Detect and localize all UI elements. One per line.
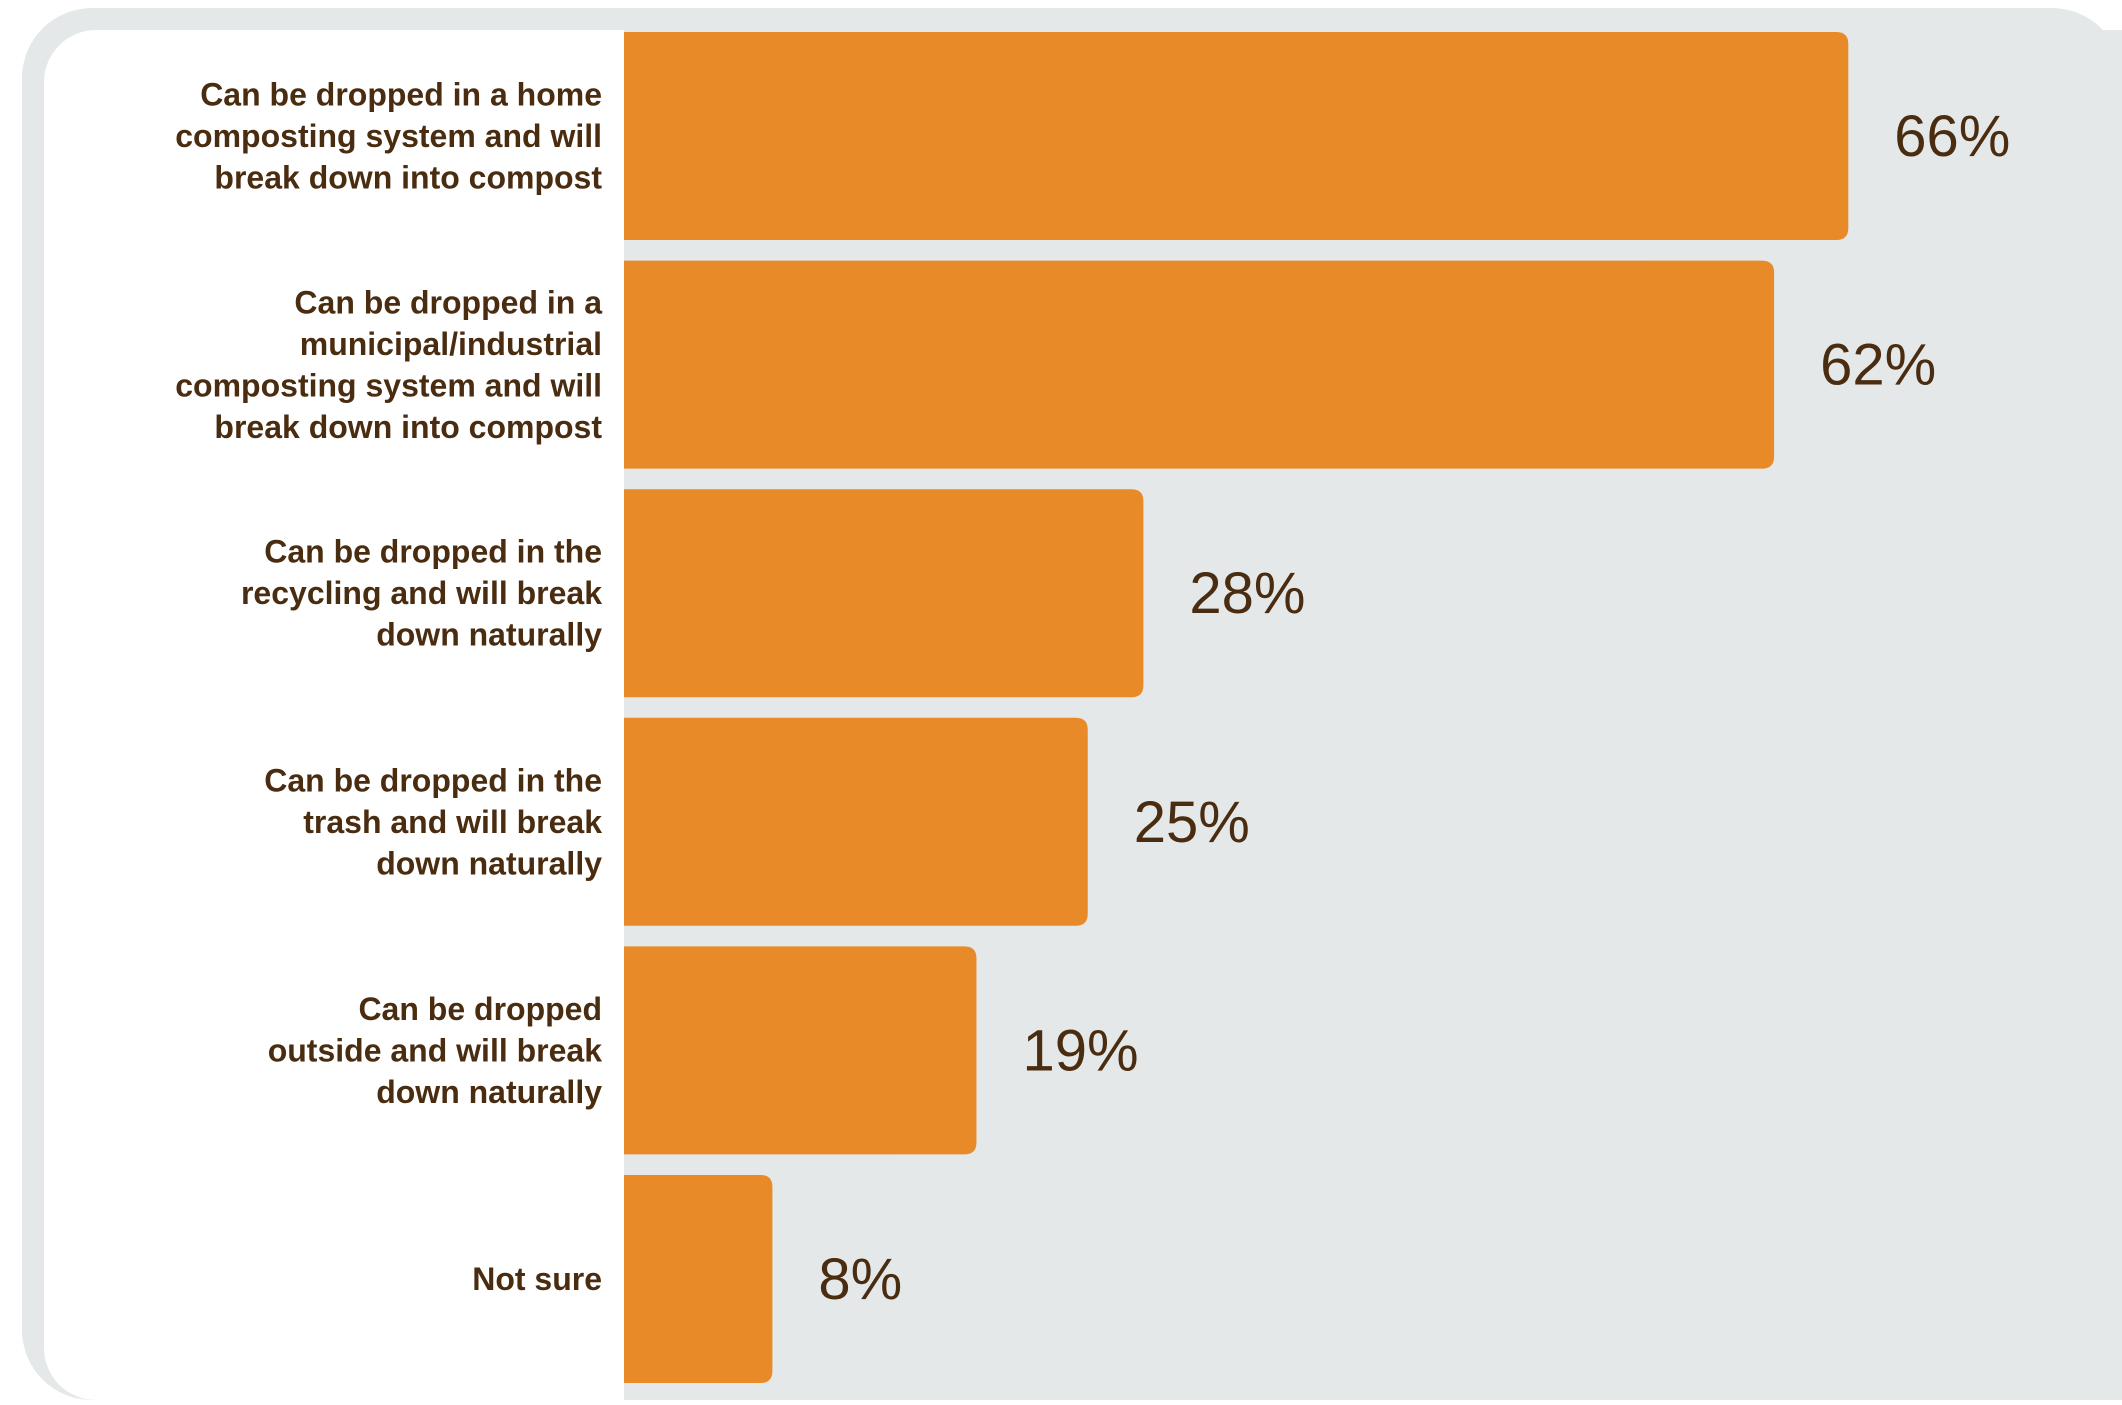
bar-3	[624, 717, 1088, 926]
category-label-1: Can be dropped in a municipal/industrial c…	[175, 284, 602, 445]
bars-layer	[624, 32, 1849, 1383]
value-label-4: 19%	[1022, 1018, 1138, 1083]
value-label-1: 62%	[1820, 333, 1936, 398]
category-label-3: Can be dropped in the trash and will brea…	[264, 762, 602, 881]
bar-2	[624, 489, 1144, 698]
category-labels-layer: Can be dropped in a home composting syste…	[175, 77, 602, 1298]
category-label-4-line-2: down naturally	[376, 1074, 602, 1110]
category-label-1-line-0: Can be dropped in a	[294, 284, 602, 320]
category-label-1-line-3: break down into compost	[214, 409, 602, 445]
category-label-3-line-1: trash and will break	[303, 804, 602, 840]
value-label-3: 25%	[1134, 790, 1250, 855]
category-label-0-line-1: composting system and will	[175, 118, 602, 154]
category-label-5-line-0: Not sure	[472, 1261, 602, 1297]
category-label-0-line-0: Can be dropped in a home	[200, 77, 602, 113]
plot-area-background	[624, 30, 2122, 1400]
category-label-4-line-0: Can be dropped	[358, 991, 602, 1027]
category-label-4-line-1: outside and will break	[268, 1032, 603, 1068]
value-label-2: 28%	[1189, 561, 1305, 626]
category-label-0-line-2: break down into compost	[214, 160, 602, 196]
category-label-4: Can be dropped outside and will break down…	[268, 991, 603, 1110]
category-label-0: Can be dropped in a home composting syste…	[175, 77, 602, 196]
bar-4	[624, 946, 977, 1155]
category-label-1-line-2: composting system and will	[175, 367, 602, 403]
category-label-3-line-0: Can be dropped in the	[264, 762, 602, 798]
category-label-2-line-2: down naturally	[376, 617, 602, 653]
value-label-0: 66%	[1894, 104, 2010, 169]
bar-0	[624, 32, 1849, 240]
category-label-3-line-2: down naturally	[376, 845, 602, 881]
category-label-5: Not sure	[472, 1261, 602, 1297]
value-label-5: 8%	[818, 1247, 902, 1312]
value-labels-layer: 66% 62% 28% 25% 19% 8%	[818, 104, 2010, 1312]
bar-5	[624, 1175, 773, 1383]
category-label-2: Can be dropped in the recycling and will …	[241, 534, 602, 653]
category-label-2-line-1: recycling and will break	[241, 575, 602, 611]
bar-1	[624, 260, 1775, 469]
category-label-1-line-1: municipal/industrial	[300, 326, 602, 362]
category-label-2-line-0: Can be dropped in the	[264, 534, 602, 570]
